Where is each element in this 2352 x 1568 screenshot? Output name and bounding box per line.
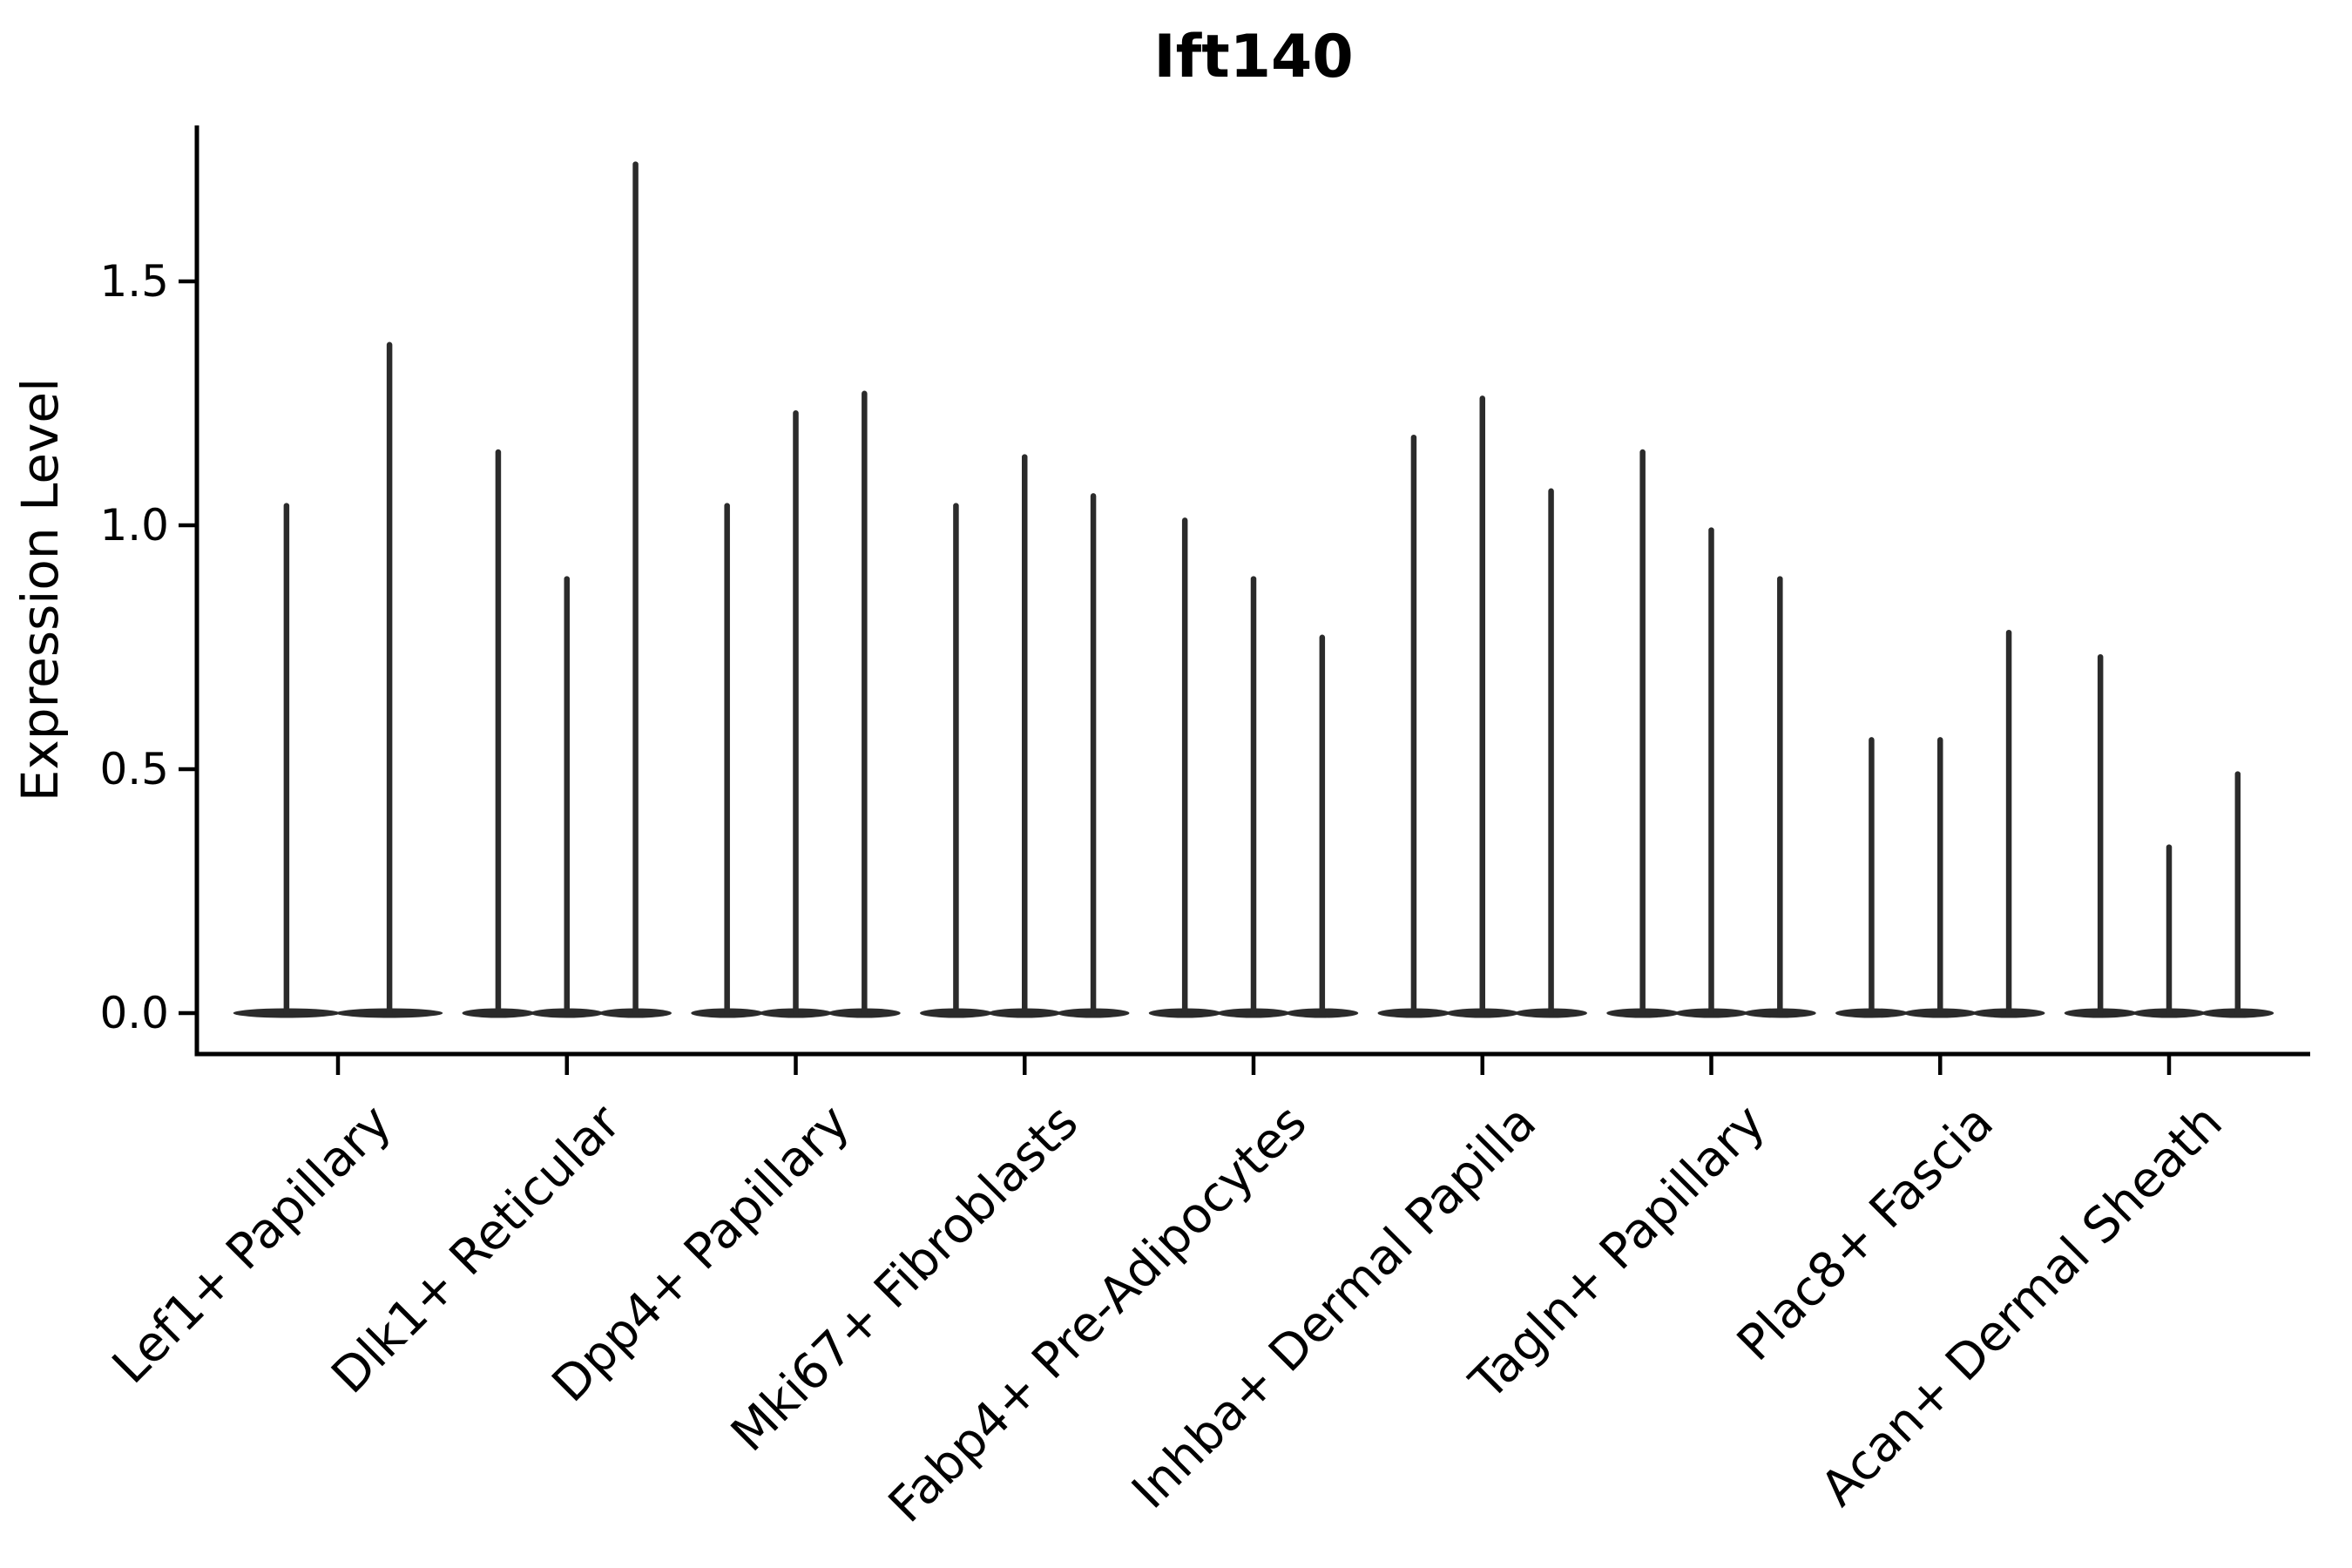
y-tick-label: 0.0 bbox=[99, 988, 169, 1038]
y-tick-label: 1.0 bbox=[99, 500, 169, 551]
chart-title: Ift140 bbox=[1153, 23, 1354, 91]
y-tick-label: 0.5 bbox=[99, 744, 169, 794]
y-tick-label: 1.5 bbox=[99, 256, 169, 307]
